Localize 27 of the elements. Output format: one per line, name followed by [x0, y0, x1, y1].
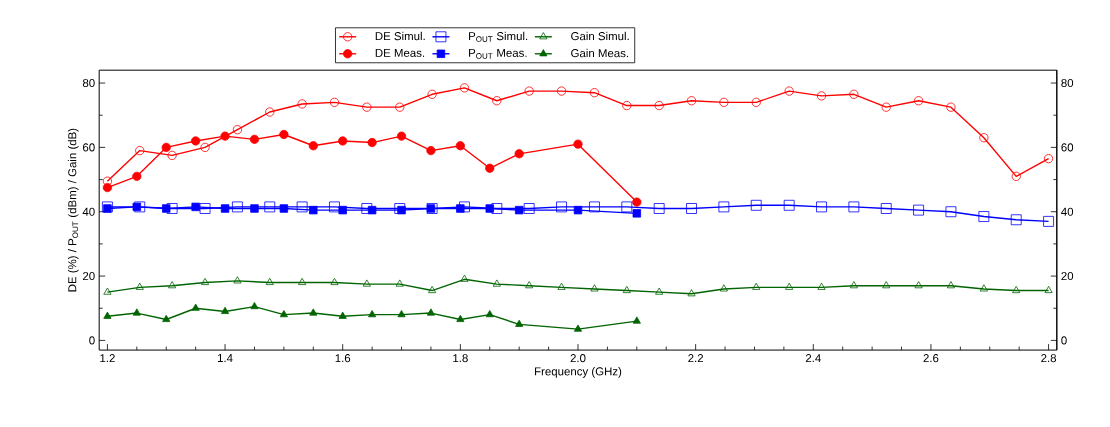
y2-tick-label: 40	[1061, 207, 1074, 216]
legend-label: P$_{OUT}$ Meas.	[469, 48, 527, 59]
y2-tick-label: 0	[1061, 336, 1067, 345]
y2-tick-label: 20	[1061, 271, 1074, 281]
x-tick-label: 1.8	[453, 353, 468, 363]
y2-tick-label: 60	[1061, 143, 1074, 152]
x-tick-label: 2.4	[805, 353, 821, 362]
y-tick-label: 0	[89, 336, 95, 345]
legend-label: P$_{OUT}$ Simul.	[469, 31, 528, 42]
x-axis-title: Frequency (GHz)	[535, 366, 622, 378]
x-tick-label: 1.2	[100, 353, 115, 362]
x-tick-label: 2.0	[570, 353, 586, 363]
x-tick-label: 1.4	[217, 353, 233, 362]
x-tick-label: 2.6	[923, 353, 939, 363]
legend-label: DE Simul.	[375, 31, 425, 41]
y-tick-label: 20	[83, 271, 95, 281]
x-tick-label: 2.8	[1041, 353, 1057, 363]
y-tick-label: 60	[83, 143, 95, 152]
x-tick-label: 1.6	[335, 353, 351, 363]
y-axis-title: DE (%) / P$_{OUT}$ (dBm) / Gain (dB)	[67, 128, 79, 292]
y2-tick-label: 80	[1061, 78, 1074, 87]
x-tick-label: 2.2	[688, 353, 704, 362]
legend-label: DE Meas.	[375, 48, 425, 57]
legend-label: Gain Simul.	[571, 31, 629, 41]
y-tick-label: 40	[82, 207, 95, 216]
y-tick-label: 80	[82, 78, 95, 87]
legend-label: Gain Meas.	[571, 48, 629, 58]
